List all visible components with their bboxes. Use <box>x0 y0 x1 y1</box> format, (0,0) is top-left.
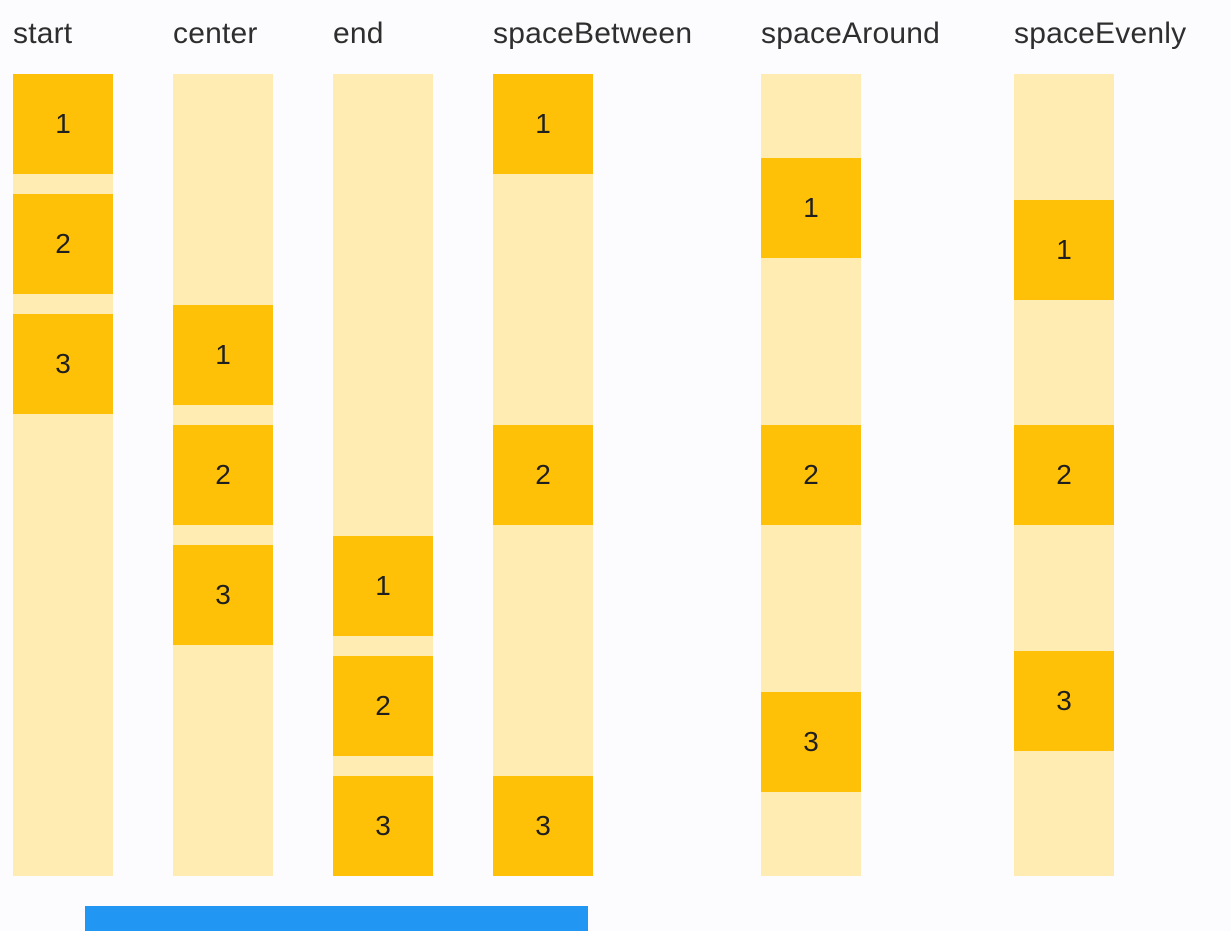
flex-track-start: 1 2 3 <box>13 74 113 876</box>
flex-item: 3 <box>13 314 113 414</box>
flex-item: 2 <box>761 424 861 525</box>
flex-item: 3 <box>761 692 861 793</box>
alignment-group-spaceBetween: spaceBetween 1 2 3 <box>493 14 701 876</box>
flex-item: 2 <box>1014 425 1114 525</box>
flex-item: 2 <box>493 425 593 525</box>
horizontal-scrollbar-thumb[interactable] <box>85 906 588 931</box>
columns-row: start 1 2 3 center 1 2 3 end 1 2 3 <box>13 14 1191 876</box>
flex-item: 3 <box>173 545 273 645</box>
flex-track-spaceEvenly: 1 2 3 <box>1014 74 1114 876</box>
alignment-group-end: end 1 2 3 <box>333 14 433 876</box>
flex-item: 1 <box>13 74 113 174</box>
flex-item: 1 <box>493 74 593 174</box>
flex-item: 3 <box>493 776 593 876</box>
column-label-spaceBetween: spaceBetween <box>493 17 693 50</box>
flex-track-end: 1 2 3 <box>333 74 433 876</box>
column-label-spaceEvenly: spaceEvenly <box>1014 17 1187 50</box>
flex-track-spaceAround: 1 2 3 <box>761 74 861 876</box>
flex-item: 2 <box>173 425 273 525</box>
alignment-group-center: center 1 2 3 <box>173 14 273 876</box>
flex-item: 1 <box>333 536 433 636</box>
column-label-start: start <box>13 17 73 50</box>
alignment-group-spaceEvenly: spaceEvenly 1 2 3 <box>1014 14 1191 876</box>
flex-track-spaceBetween: 1 2 3 <box>493 74 593 876</box>
flex-item: 1 <box>761 157 861 258</box>
column-label-spaceAround: spaceAround <box>761 17 940 50</box>
column-label-end: end <box>333 17 384 50</box>
column-label-center: center <box>173 17 258 50</box>
flex-item: 1 <box>173 305 273 405</box>
flex-item: 3 <box>1014 650 1114 751</box>
alignment-group-spaceAround: spaceAround 1 2 3 <box>761 14 954 876</box>
flex-item: 2 <box>333 656 433 756</box>
alignment-group-start: start 1 2 3 <box>13 14 113 876</box>
flex-item: 1 <box>1014 199 1114 300</box>
flex-item: 3 <box>333 776 433 876</box>
flex-track-center: 1 2 3 <box>173 74 273 876</box>
flex-item: 2 <box>13 194 113 294</box>
